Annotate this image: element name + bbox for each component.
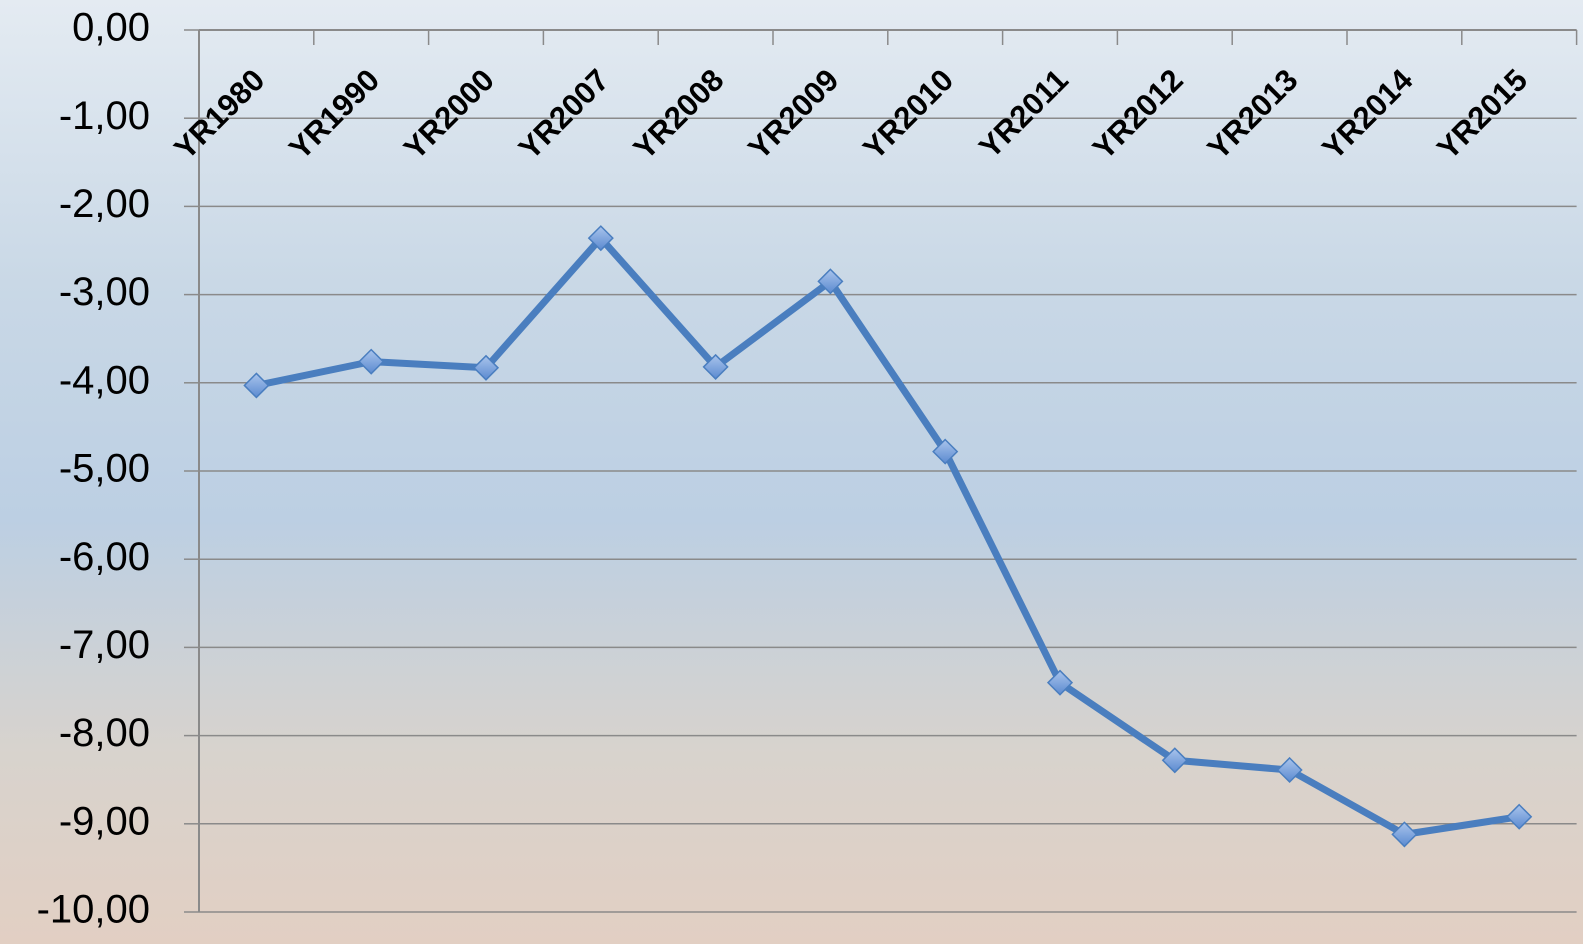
data-point	[702, 353, 729, 380]
data-point	[817, 268, 844, 295]
y-tick-label: 0,00	[72, 6, 150, 50]
data-point	[1046, 669, 1074, 696]
data-point	[1391, 821, 1418, 848]
y-tick-label: -7,00	[59, 623, 150, 667]
y-tick-label: -6,00	[59, 535, 150, 579]
data-point	[1161, 747, 1188, 774]
y-tick-label: -4,00	[59, 358, 150, 402]
y-tick-label: -5,00	[59, 447, 150, 491]
y-tick-label: -10,00	[37, 888, 150, 932]
data-point	[1276, 756, 1303, 784]
y-tick-label: -1,00	[59, 94, 150, 138]
data-point	[1506, 803, 1533, 830]
y-tick-label: -3,00	[59, 270, 150, 314]
y-tick-label: -8,00	[59, 711, 150, 755]
data-point	[472, 354, 500, 381]
y-tick-label: -9,00	[59, 799, 150, 843]
y-tick-label: -2,00	[59, 182, 150, 226]
data-point	[358, 348, 385, 375]
data-point	[932, 438, 959, 465]
data-point	[243, 372, 270, 399]
data-point	[587, 225, 614, 252]
series-line	[255, 234, 1520, 838]
